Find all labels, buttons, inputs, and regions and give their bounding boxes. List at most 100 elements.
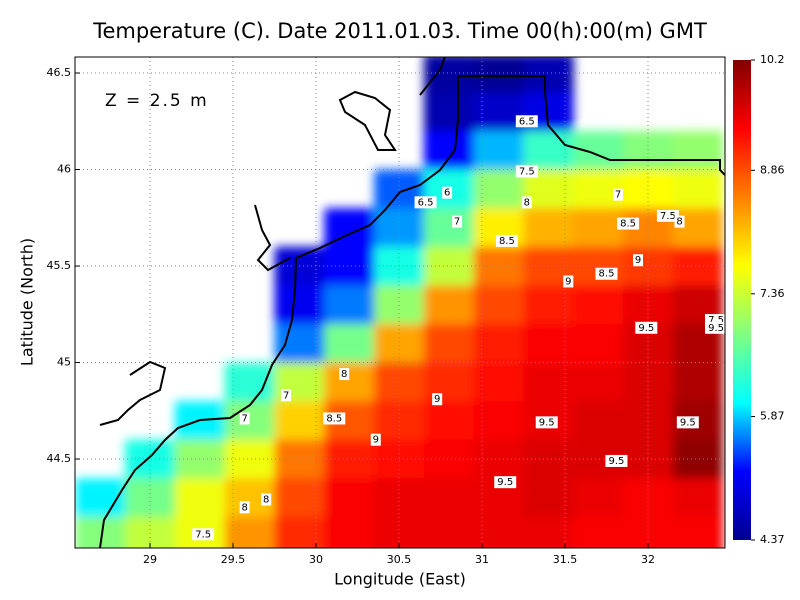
field-cell	[523, 478, 574, 518]
field-cell	[473, 130, 524, 171]
field-cell	[672, 246, 724, 286]
contour-label: 6	[444, 188, 450, 199]
field-cell	[423, 401, 475, 441]
field-cell	[174, 478, 226, 518]
contour-label: 9	[635, 255, 641, 266]
field-cell	[672, 439, 724, 479]
contour-label-box	[414, 196, 437, 209]
field-cell	[423, 439, 475, 479]
x-tick-label: 31.5	[553, 553, 578, 566]
contour-label-box	[595, 267, 618, 280]
contour-label: 8	[341, 369, 347, 380]
field-cell	[573, 246, 624, 286]
field-cell	[523, 130, 574, 171]
field-cell	[473, 92, 524, 132]
field-cell	[573, 323, 624, 364]
contour-label: 6.5	[418, 197, 434, 208]
contour-label-box	[605, 454, 628, 467]
colorbar-tick-label: 10.2	[760, 53, 785, 66]
field-cell	[623, 246, 674, 286]
field-cell	[573, 285, 624, 325]
field-cell	[274, 401, 325, 441]
field-cell	[224, 516, 276, 548]
field-cell	[274, 323, 325, 364]
field-cell	[274, 478, 325, 518]
field-cell	[473, 57, 524, 93]
field-cell	[423, 478, 475, 518]
field-cell	[523, 362, 574, 402]
contour-label-box	[705, 321, 725, 334]
coast-line	[99, 360, 167, 426]
field-cell	[473, 362, 524, 402]
field-cell	[224, 401, 276, 441]
x-axis-label: Longitude (East)	[334, 570, 466, 589]
coast-line	[419, 57, 446, 96]
field-cell	[423, 323, 475, 364]
y-tick-label: 46	[57, 163, 71, 176]
field-cell	[573, 362, 624, 402]
coast-line	[254, 204, 291, 272]
field-cell	[623, 285, 674, 325]
field-cell	[423, 130, 475, 171]
field-cell	[672, 516, 724, 548]
coast-line	[338, 90, 397, 151]
contour-label: 7.5	[519, 166, 535, 177]
contour-label-box	[261, 493, 272, 506]
coastline	[99, 57, 725, 548]
contour-label-box	[656, 209, 679, 222]
field-cell	[125, 516, 176, 548]
field-cell	[473, 246, 524, 286]
contour-label-box	[674, 215, 685, 228]
contour-label: 8	[524, 197, 530, 208]
field-cell	[473, 323, 524, 364]
x-tick-label: 31	[475, 553, 489, 566]
contour-label-box	[281, 389, 292, 402]
field-cell	[374, 323, 425, 364]
contour-label: 9.5	[608, 456, 624, 467]
field-cell	[473, 401, 524, 441]
contour-label: 7	[615, 190, 621, 201]
field-cell	[672, 169, 724, 209]
field-cell	[423, 362, 475, 402]
chart-title: Temperature (C). Date 2011.01.03. Time 0…	[92, 19, 707, 43]
contour-label-box	[613, 188, 624, 201]
y-axis-label: Latitude (North)	[18, 238, 37, 366]
x-tick-label: 30.5	[387, 553, 412, 566]
field-cell	[224, 439, 276, 479]
contour-label-box	[495, 234, 518, 247]
field-cell	[623, 516, 674, 548]
contour-label: 7	[283, 390, 289, 401]
field-cell	[523, 285, 574, 325]
contour-label: 9	[565, 276, 571, 287]
field-cell	[523, 323, 574, 364]
field-cell	[423, 516, 475, 548]
plot-frame	[74, 56, 726, 549]
field-cell	[423, 246, 475, 286]
colorbar-tick-label: 7.36	[760, 287, 785, 300]
contour-label: 9	[373, 435, 379, 446]
field-cell	[374, 285, 425, 325]
field-cell	[672, 362, 724, 402]
contour-label-box	[563, 275, 574, 288]
contour-label: 8.5	[326, 413, 342, 424]
field-cell	[423, 285, 475, 325]
field-cell	[324, 246, 375, 286]
contour-label-box	[535, 416, 558, 429]
contour-label-box	[432, 393, 443, 406]
contour-label-box	[442, 186, 453, 199]
contour-label: 9.5	[708, 323, 724, 334]
contour-label-box	[192, 528, 215, 541]
field-cell	[324, 516, 375, 548]
field-cell	[174, 439, 226, 479]
field-cell	[324, 362, 375, 402]
field-cell	[224, 362, 276, 402]
field-cell	[672, 130, 724, 171]
contour-label: 8	[241, 502, 247, 513]
field-cell	[623, 362, 674, 402]
contour-label-box	[239, 501, 250, 514]
contour-label-box	[323, 412, 346, 425]
field-cell	[523, 516, 574, 548]
y-tick-label: 45.5	[47, 259, 72, 272]
contour-label: 7	[454, 217, 460, 228]
